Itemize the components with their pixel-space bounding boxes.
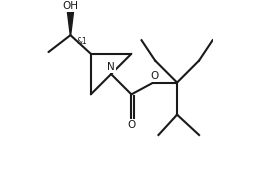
Text: &1: &1 (76, 37, 87, 46)
Text: OH: OH (62, 1, 79, 11)
Text: N: N (107, 62, 115, 72)
Text: O: O (127, 120, 135, 130)
Polygon shape (67, 6, 74, 35)
Text: O: O (150, 71, 158, 81)
